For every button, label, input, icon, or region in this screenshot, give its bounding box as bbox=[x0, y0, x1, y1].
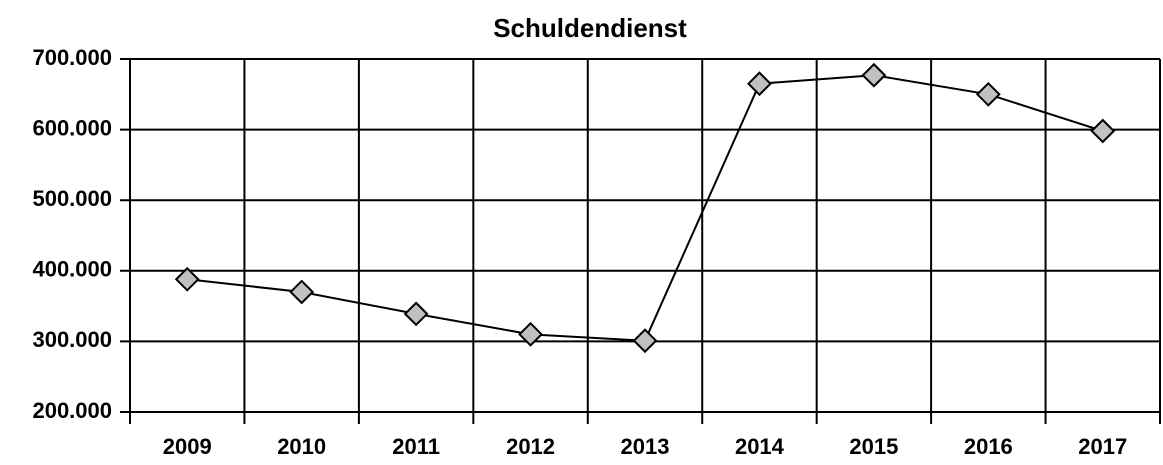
y-tick-label: 500.000 bbox=[32, 186, 112, 211]
marker bbox=[518, 321, 543, 347]
marker bbox=[403, 301, 429, 327]
marker bbox=[632, 328, 658, 354]
x-tick-label: 2015 bbox=[849, 434, 898, 459]
y-tick-label: 400.000 bbox=[32, 257, 112, 282]
x-tick-label: 2014 bbox=[735, 434, 785, 459]
marker bbox=[975, 81, 1001, 107]
x-tick-label: 2012 bbox=[506, 434, 555, 459]
x-tick-label: 2017 bbox=[1078, 434, 1127, 459]
marker bbox=[747, 71, 772, 97]
marker bbox=[861, 62, 887, 88]
line bbox=[187, 74, 1104, 342]
y-tick-label: 200.000 bbox=[32, 398, 112, 423]
x-tick-label: 2009 bbox=[163, 434, 212, 459]
marker bbox=[289, 279, 315, 305]
x-tick-label: 2016 bbox=[964, 434, 1013, 459]
x-tick-label: 2013 bbox=[621, 434, 670, 459]
y-tick-label: 700.000 bbox=[32, 45, 112, 70]
chart-title: Schuldendienst bbox=[493, 13, 687, 43]
marker bbox=[174, 266, 200, 292]
marker bbox=[1090, 118, 1116, 144]
x-tick-label: 2010 bbox=[277, 434, 326, 459]
x-tick-label: 2011 bbox=[392, 434, 440, 459]
y-tick-label: 300.000 bbox=[32, 327, 112, 352]
y-tick-label: 600.000 bbox=[32, 115, 112, 140]
